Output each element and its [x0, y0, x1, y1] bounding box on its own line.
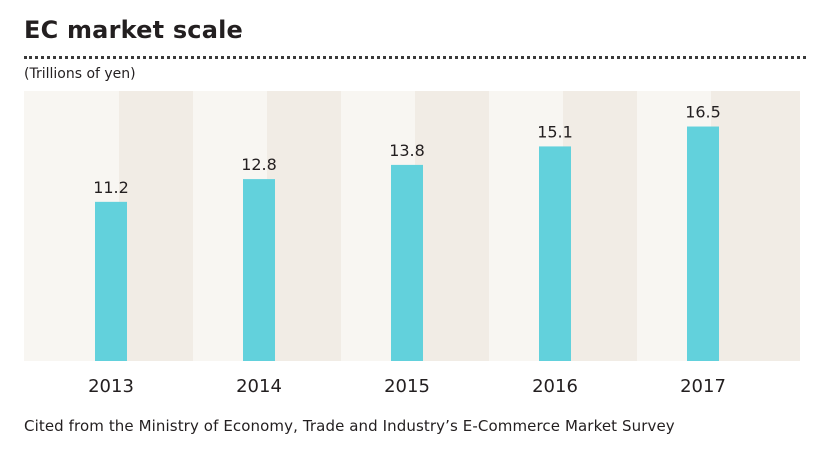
band-dark-2014 [267, 91, 341, 361]
bar-2015 [391, 164, 423, 361]
data-label-2017: 16.5 [685, 103, 721, 122]
bar-2017 [687, 126, 719, 362]
band-dark-2015 [415, 91, 489, 361]
data-label-2015: 13.8 [389, 141, 425, 160]
bar-2013 [95, 201, 127, 361]
x-tick-label-2015: 2015 [384, 376, 430, 397]
data-label-2016: 15.1 [537, 122, 573, 141]
title-divider [24, 56, 806, 59]
band-dark-2016 [563, 91, 637, 361]
x-tick-label-2016: 2016 [532, 376, 578, 397]
bar-2014 [243, 179, 275, 361]
x-tick-label-2013: 2013 [88, 376, 134, 397]
data-label-2013: 11.2 [93, 178, 129, 197]
band-dark-2013 [119, 91, 193, 361]
unit-label: (Trillions of yen) [24, 66, 136, 82]
data-label-2014: 12.8 [241, 155, 277, 174]
x-tick-label-2014: 2014 [236, 376, 282, 397]
band-dark-2017 [711, 91, 800, 361]
chart-title: EC market scale [24, 16, 244, 44]
bar-2016 [539, 146, 571, 361]
x-tick-label-2017: 2017 [680, 376, 726, 397]
source-note: Cited from the Ministry of Economy, Trad… [24, 417, 675, 435]
